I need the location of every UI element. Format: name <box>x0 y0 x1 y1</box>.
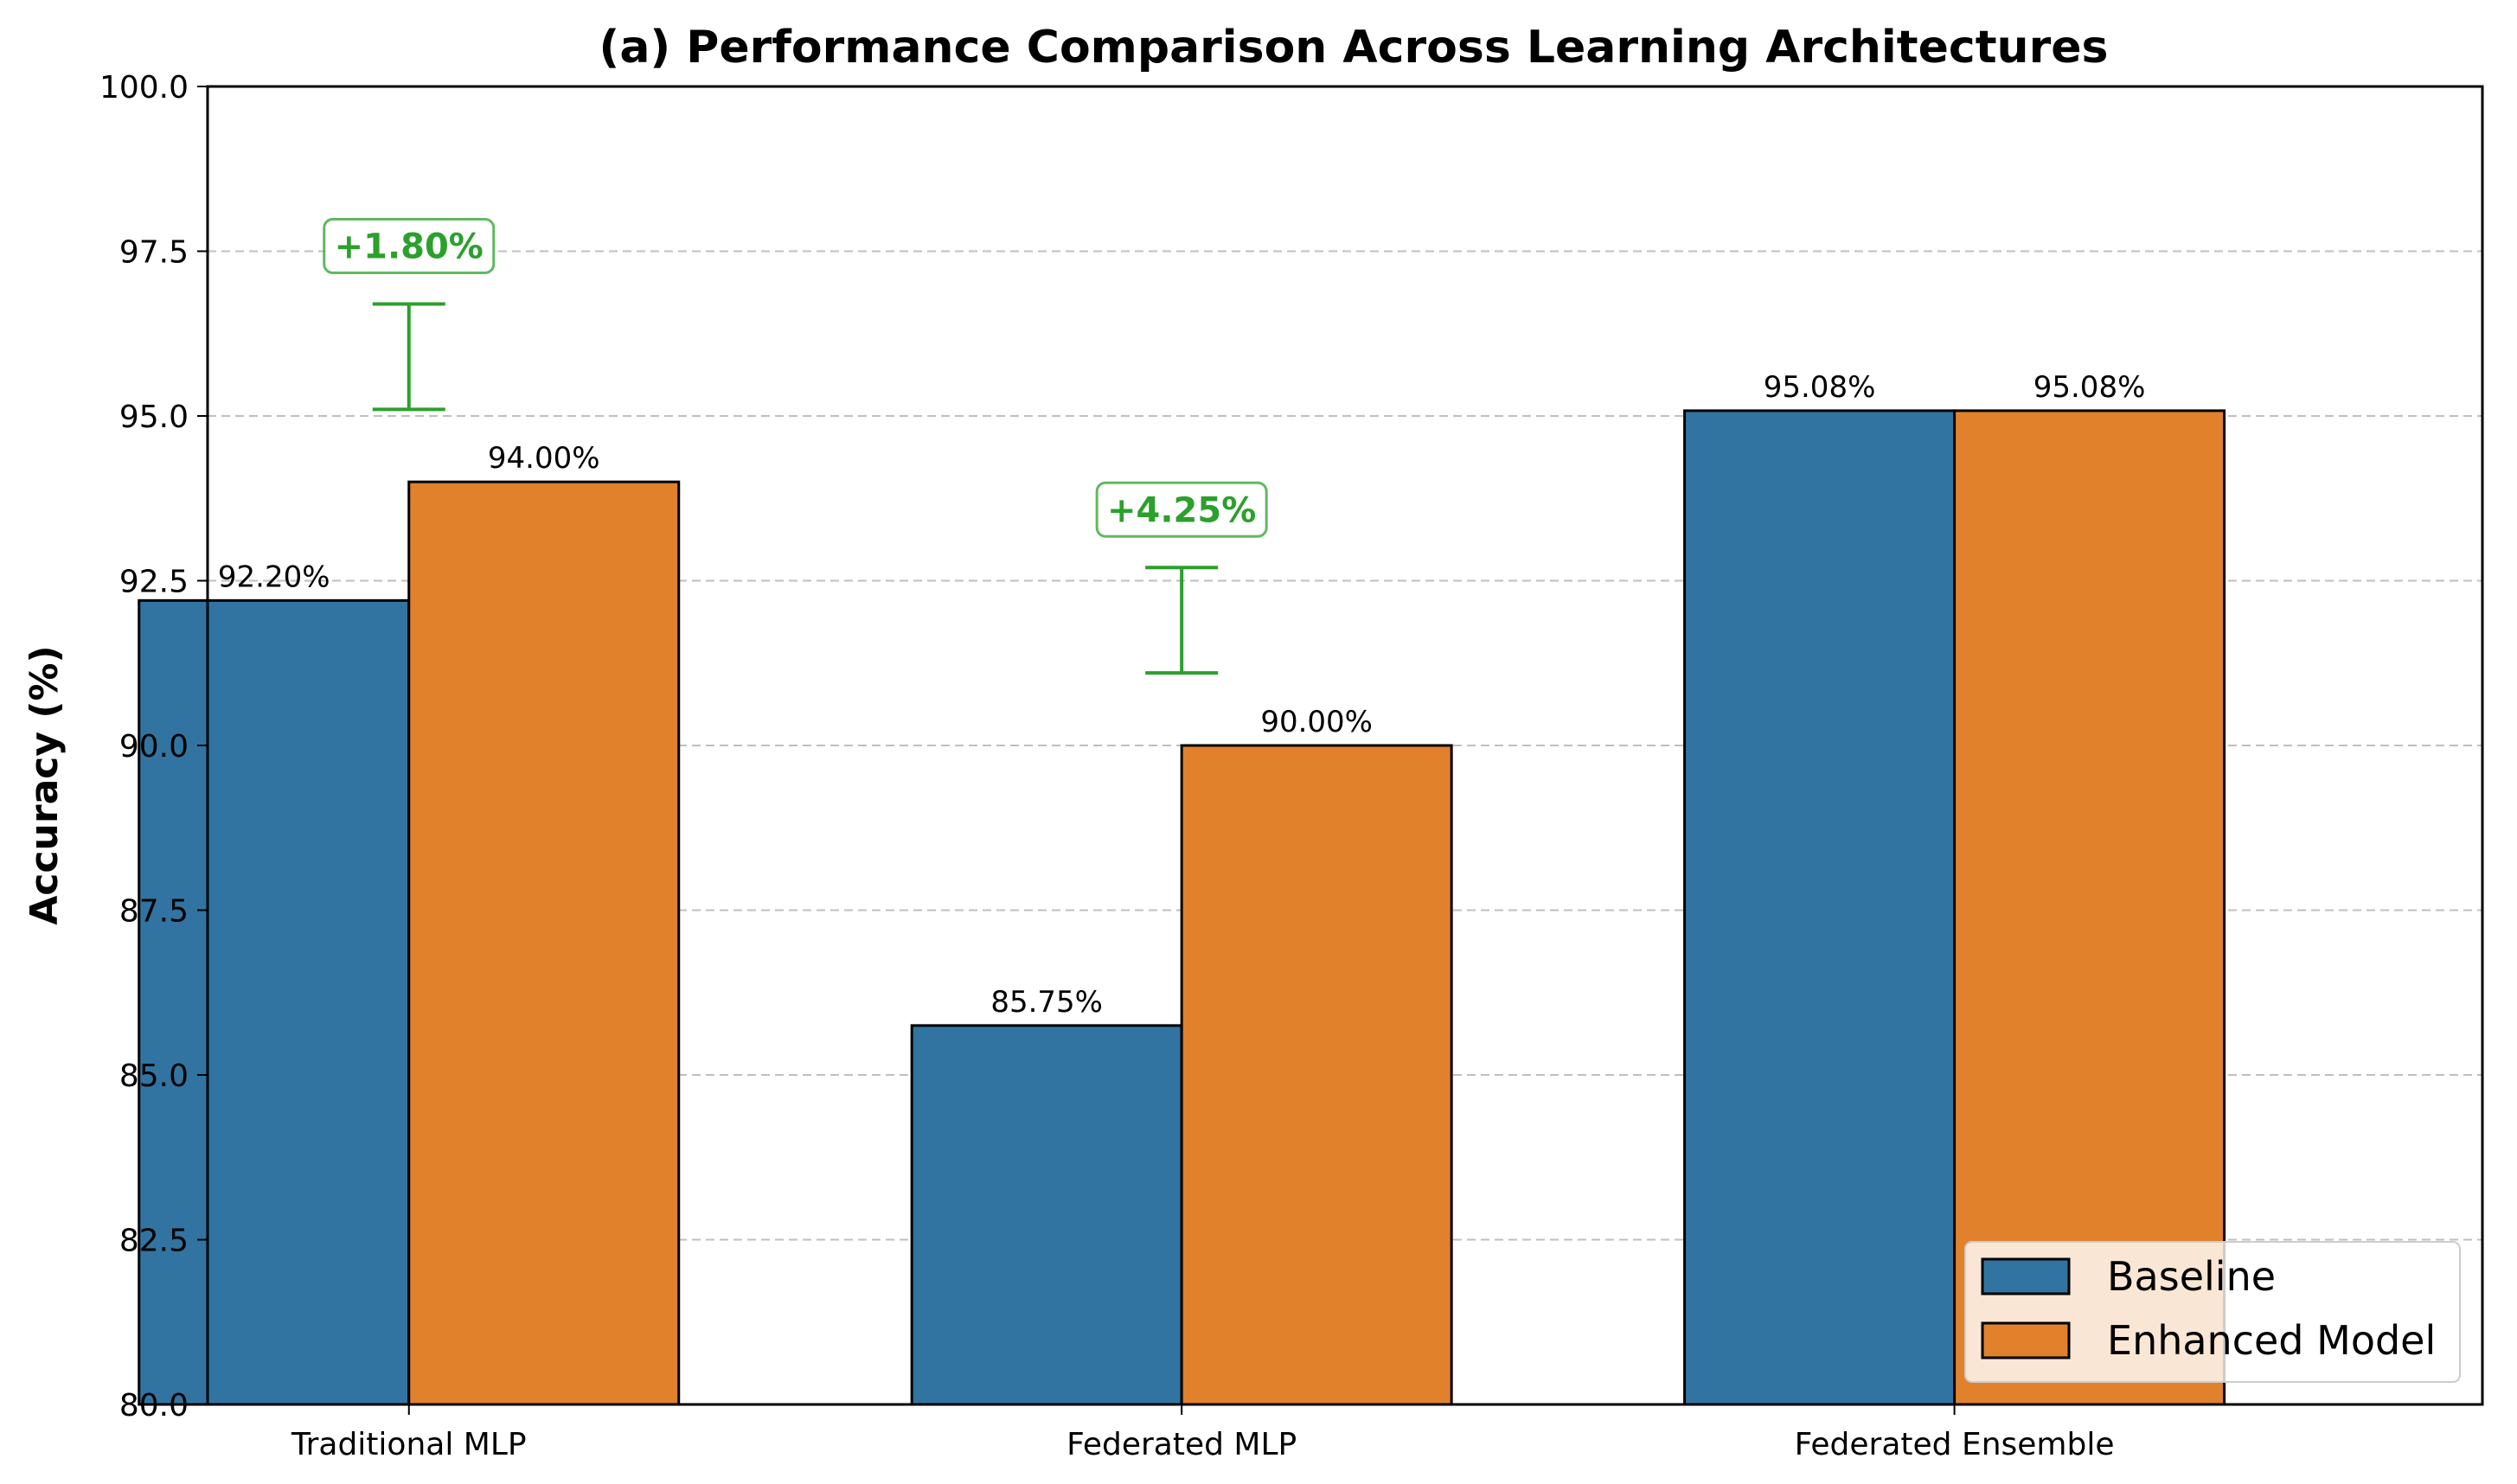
bars <box>138 409 2226 1406</box>
legend-box <box>1964 1241 2461 1383</box>
bar-enhanced <box>1180 744 1453 1406</box>
chart-title: (a) Performance Comparison Across Learni… <box>599 22 2109 74</box>
y-tick-label: 80.0 <box>119 1388 189 1423</box>
bar-baseline <box>1683 409 1957 1406</box>
y-tick-label: 85.0 <box>119 1059 189 1094</box>
y-tick-label: 95.0 <box>119 400 189 435</box>
bar-value-label: 85.75% <box>990 985 1103 1020</box>
data-labels: 92.20% 85.75% 95.08% 94.00% 90.00% 95.08% <box>218 370 2145 1020</box>
improvement-annotations: +1.80% +4.25% <box>323 217 1268 675</box>
legend-label: Baseline <box>2107 1253 2276 1300</box>
y-tick-label: 92.5 <box>119 565 189 600</box>
x-tick-label: Federated MLP <box>1066 1427 1297 1462</box>
bar-value-label: 92.20% <box>218 560 330 594</box>
bar-enhanced <box>407 480 681 1406</box>
bar-baseline <box>910 1024 1183 1406</box>
y-axis-label: Accuracy (%) <box>22 645 67 924</box>
bar-enhanced <box>1953 409 2226 1406</box>
y-tick-label: 82.5 <box>119 1224 189 1259</box>
improvement-label: +1.80% <box>335 227 484 266</box>
bar-value-label: 95.08% <box>2033 370 2146 405</box>
legend-swatch-baseline <box>1981 1257 2071 1295</box>
bar-value-label: 95.08% <box>1764 370 1876 405</box>
legend: Baseline Enhanced Model <box>1964 1241 2461 1383</box>
x-tick-label: Traditional MLP <box>291 1427 527 1462</box>
bar-baseline <box>138 598 411 1406</box>
axes: 80.0 82.5 85.0 87.5 90.0 92.5 95.0 97.5 100.0 Tra… <box>99 70 2484 1462</box>
bar-value-label: 94.00% <box>488 441 600 476</box>
x-tick-label: Federated Ensemble <box>1795 1427 2115 1462</box>
bar-value-label: 90.00% <box>1260 705 1373 739</box>
legend-label: Enhanced Model <box>2107 1317 2436 1364</box>
plot-frame <box>206 85 2484 1406</box>
y-tick-label: 90.0 <box>119 729 189 764</box>
improvement-box <box>323 217 496 274</box>
improvement-label: +4.25% <box>1107 490 1256 530</box>
y-tick-label: 87.5 <box>119 894 189 930</box>
y-tick-label: 97.5 <box>119 235 189 271</box>
y-tick-label: 100.0 <box>99 70 189 106</box>
legend-swatch-enhanced <box>1981 1321 2071 1359</box>
improvement-box <box>1095 481 1268 538</box>
